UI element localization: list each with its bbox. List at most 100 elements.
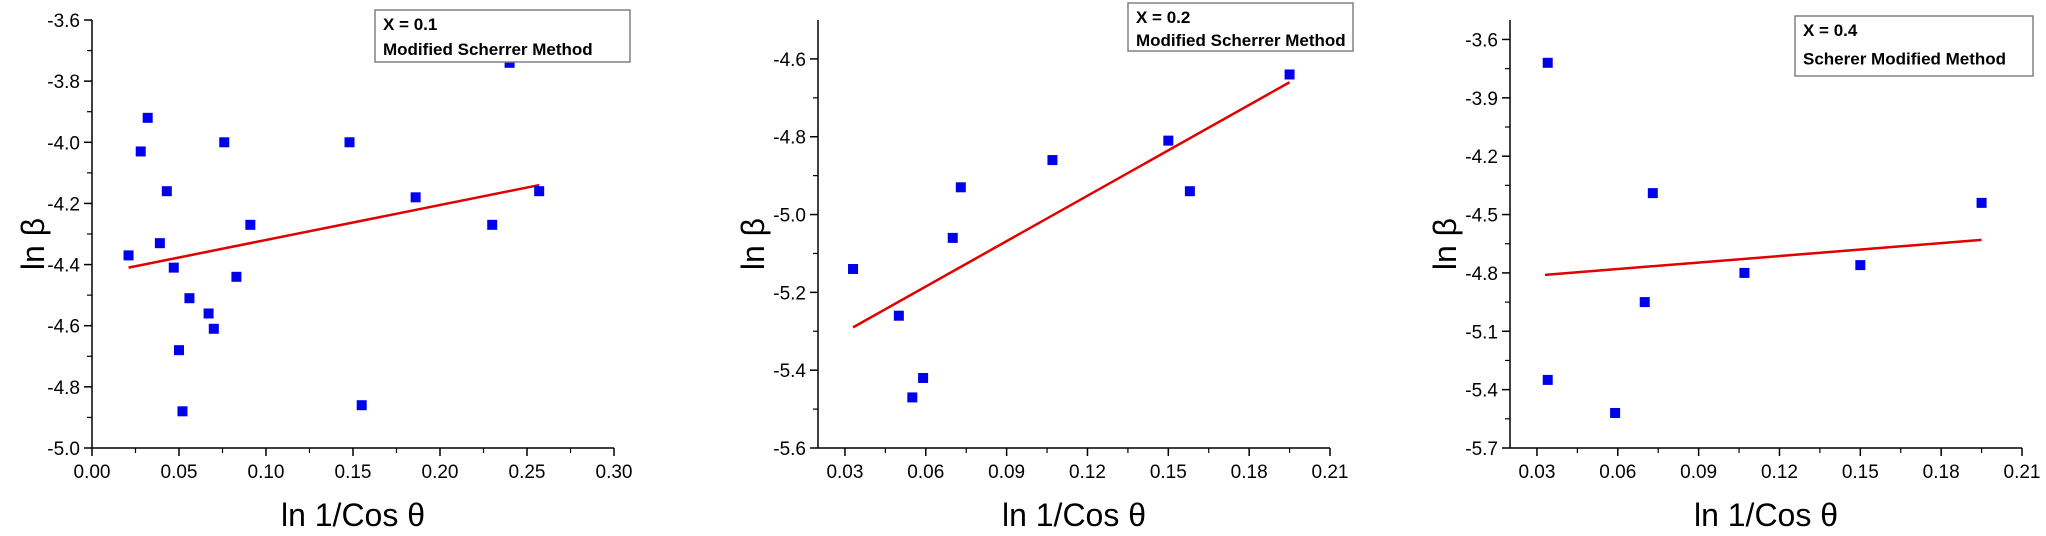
data-point (848, 264, 859, 275)
data-point (231, 271, 242, 282)
y-tick-label: -4.6 (47, 317, 80, 338)
data-point (135, 146, 146, 157)
legend-line-1: X = 0.2 (1136, 8, 1190, 27)
data-point (504, 57, 515, 68)
x-tick-label: 0.09 (988, 462, 1025, 483)
data-point (1855, 260, 1866, 271)
data-point (893, 310, 904, 321)
fit-line (1544, 238, 1982, 277)
y-tick-label: -5.4 (1465, 381, 1498, 402)
x-tick-label: 0.18 (1923, 462, 1960, 483)
fit-line (852, 81, 1291, 329)
data-point (161, 186, 172, 197)
x-tick-label: 0.20 (422, 462, 459, 483)
x-tick-label: 0.30 (596, 462, 633, 483)
data-point (123, 250, 134, 261)
data-point (177, 406, 188, 417)
data-point (219, 137, 230, 148)
legend-line-2: Scherer Modified Method (1803, 50, 2006, 69)
x-tick-label: 0.21 (2004, 462, 2041, 483)
x-axis-label: ln 1/Cos θ (281, 497, 425, 533)
data-point (1542, 374, 1553, 385)
y-axis-label: ln β (1427, 218, 1463, 270)
chart-panel-1: 0.00 0.05 0.10 0.15 0.20 0.25 0.30 -5.0 -4.8 -4.6… (15, 9, 633, 533)
x-tick-label: 0.18 (1231, 462, 1268, 483)
data-point (184, 293, 195, 304)
data-point (1184, 186, 1195, 197)
legend-line-1: X = 0.4 (1803, 21, 1858, 40)
x-tick-label: 0.00 (74, 462, 111, 483)
y-tick-label: -5.6 (773, 439, 806, 460)
data-point (344, 137, 355, 148)
y-tick-label: -3.9 (1465, 89, 1498, 110)
y-tick-label: -5.7 (1465, 439, 1498, 460)
legend-line-2: Modified Scherrer Method (1136, 31, 1346, 50)
legend-box (1794, 15, 2034, 77)
y-tick-label: -4.2 (1465, 147, 1498, 168)
data-point (907, 392, 918, 403)
data-point (918, 372, 929, 383)
data-point (1610, 407, 1621, 418)
data-point (203, 308, 214, 319)
y-tick-label: -5.4 (773, 361, 806, 382)
y-tick-label: -5.2 (773, 283, 806, 304)
x-tick-label: 0.15 (1842, 462, 1879, 483)
y-tick-label: -3.8 (47, 72, 80, 93)
y-tick-label: -4.2 (47, 194, 80, 215)
data-point (245, 219, 256, 230)
x-tick-label: 0.21 (1312, 462, 1349, 483)
data-point (947, 232, 958, 243)
data-point (142, 112, 153, 123)
chart-panel-2: 0.03 0.06 0.09 0.12 0.15 0.18 0.21 -5.6 -5.4 -5.2… (735, 2, 1354, 533)
data-point (1284, 69, 1295, 80)
x-tick-label: 0.12 (1761, 462, 1798, 483)
data-point (356, 400, 367, 411)
y-axis-label: ln β (15, 218, 51, 270)
legend-line-1: X = 0.1 (383, 15, 437, 34)
data-point (1047, 155, 1058, 166)
x-tick-label: 0.03 (826, 462, 863, 483)
x-tick-label: 0.15 (335, 462, 372, 483)
data-point (1542, 57, 1553, 68)
data-point (410, 192, 421, 203)
data-point (487, 219, 498, 230)
y-tick-label: -3.6 (47, 11, 80, 32)
chart-panel-3: 0.03 0.06 0.09 0.12 0.15 0.18 0.21 -5.7 -5.4 -5.1… (1427, 15, 2041, 533)
data-point (955, 182, 966, 193)
x-tick-label: 0.03 (1518, 462, 1555, 483)
y-tick-label: -5.0 (47, 439, 80, 460)
legend-box (1127, 2, 1354, 52)
y-tick-label: -4.0 (47, 133, 80, 154)
y-tick-label: -5.1 (1465, 322, 1498, 343)
x-tick-label: 0.05 (161, 462, 198, 483)
data-point (1639, 297, 1650, 308)
data-point (154, 238, 165, 249)
x-tick-label: 0.06 (1599, 462, 1636, 483)
data-point (208, 323, 219, 334)
data-point (168, 262, 179, 273)
fit-line (128, 183, 540, 269)
y-tick-label: -4.8 (773, 128, 806, 149)
y-tick-label: -4.8 (1465, 264, 1498, 285)
data-point (1976, 197, 1987, 208)
x-tick-label: 0.12 (1069, 462, 1106, 483)
y-tick-label: -5.0 (773, 206, 806, 227)
x-tick-label: 0.09 (1680, 462, 1717, 483)
x-tick-label: 0.25 (509, 462, 546, 483)
x-tick-label: 0.15 (1150, 462, 1187, 483)
y-tick-label: -4.6 (773, 50, 806, 71)
data-point (1739, 267, 1750, 278)
data-point (174, 345, 184, 356)
x-axis-label: ln 1/Cos θ (1002, 497, 1146, 533)
y-tick-label: -4.4 (47, 256, 80, 277)
legend-line-2: Modified Scherrer Method (383, 40, 593, 59)
y-tick-label: -3.6 (1465, 30, 1498, 51)
x-axis-label: ln 1/Cos θ (1694, 497, 1838, 533)
x-tick-label: 0.10 (248, 462, 285, 483)
data-point (1647, 188, 1658, 199)
data-point (1163, 135, 1174, 146)
y-tick-label: -4.8 (47, 378, 80, 399)
x-tick-label: 0.06 (907, 462, 944, 483)
y-axis-label: ln β (735, 218, 771, 270)
